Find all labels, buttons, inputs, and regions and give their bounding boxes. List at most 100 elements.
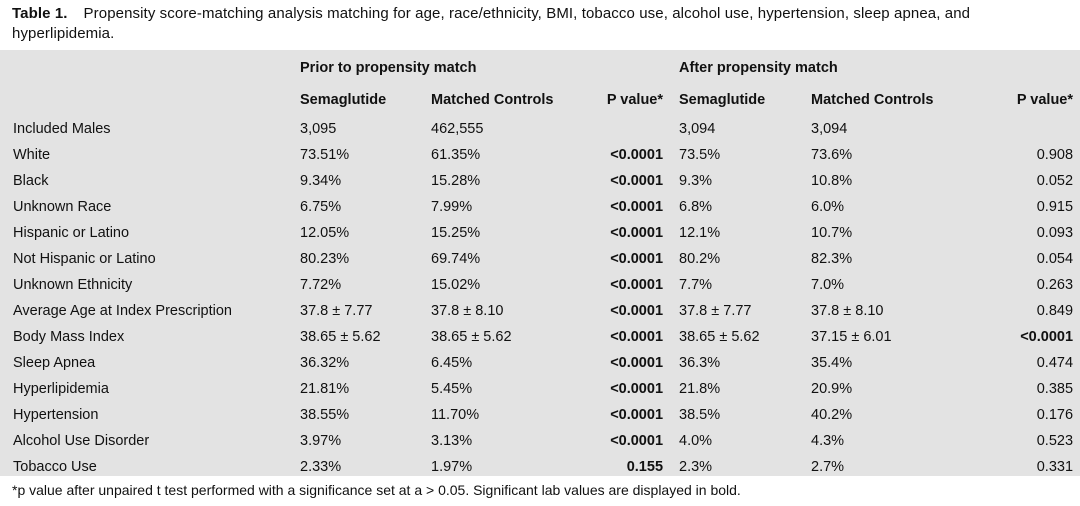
column-header-row: Semaglutide Matched Controls P value* Se… [0,84,1080,116]
after-matched-controls-cell: 7.0% [811,277,845,293]
prior-p-value-cell: <0.0001 [610,381,664,397]
prior-p-value-cell: <0.0001 [610,303,664,319]
row-label: Unknown Ethnicity [13,277,133,293]
column-header-prior-p-value: P value* [606,92,664,108]
after-semaglutide-cell: 4.0% [679,433,713,449]
prior-matched-controls-cell: 7.99% [431,199,473,215]
table-row: Hispanic or Latino 12.05% 15.25% <0.0001 12.… [0,220,1080,246]
prior-semaglutide-cell: 3.97% [300,433,342,449]
prior-p-value-cell: <0.0001 [610,225,664,241]
prior-matched-controls-cell: 1.97% [431,459,473,475]
prior-semaglutide-cell: 37.8 ± 7.77 [300,303,373,319]
after-matched-controls-cell: 6.0% [811,199,845,215]
after-semaglutide-cell: 36.3% [679,355,721,371]
after-matched-controls-cell: 73.6% [811,147,853,163]
after-semaglutide-cell: 3,094 [679,121,716,137]
prior-semaglutide-cell: 3,095 [300,121,337,137]
group-header-blank [0,50,300,84]
column-header-prior-semaglutide: Semaglutide [300,92,387,108]
after-p-value-cell: 0.849 [1036,303,1074,319]
row-label: Hyperlipidemia [13,381,109,397]
after-p-value-cell: 0.054 [1036,251,1074,267]
after-semaglutide-cell: 80.2% [679,251,721,267]
prior-matched-controls-cell: 15.25% [431,225,481,241]
row-label: Alcohol Use Disorder [13,433,150,449]
table-row: Black 9.34% 15.28% <0.0001 9.3% 10.8% 0.052 [0,168,1080,194]
prior-semaglutide-cell: 2.33% [300,459,342,475]
after-p-value-cell: 0.176 [1036,407,1074,423]
table-caption: Table 1. Propensity score-matching analys… [12,4,1072,44]
prior-matched-controls-cell: 69.74% [431,251,481,267]
after-semaglutide-cell: 7.7% [679,277,713,293]
prior-semaglutide-cell: 38.55% [300,407,350,423]
prior-semaglutide-cell: 9.34% [300,173,342,189]
row-label: Hypertension [13,407,99,423]
after-matched-controls-cell: 2.7% [811,459,845,475]
results-table-container: Prior to propensity match After propensi… [0,50,1080,476]
after-semaglutide-cell: 21.8% [679,381,721,397]
column-header-after-semaglutide: Semaglutide [679,92,766,108]
prior-semaglutide-cell: 38.65 ± 5.62 [300,329,381,345]
prior-semaglutide-cell: 80.23% [300,251,350,267]
prior-semaglutide-cell: 21.81% [300,381,350,397]
prior-p-value-cell: <0.0001 [610,329,664,345]
prior-matched-controls-cell: 462,555 [431,121,484,137]
after-p-value-cell: 0.093 [1036,225,1074,241]
prior-matched-controls-cell: 15.02% [431,277,481,293]
row-label: Not Hispanic or Latino [13,251,156,267]
row-label: Tobacco Use [13,459,97,475]
after-p-value-cell: 0.523 [1036,433,1074,449]
after-p-value-cell: 0.474 [1036,355,1074,371]
row-label: Body Mass Index [13,329,125,345]
after-matched-controls-cell: 37.15 ± 6.01 [811,329,892,345]
table-row: Hyperlipidemia 21.81% 5.45% <0.0001 21.8% 20.… [0,376,1080,402]
table-row: Body Mass Index 38.65 ± 5.62 38.65 ± 5.62 <… [0,324,1080,350]
prior-p-value-cell: <0.0001 [610,251,664,267]
prior-semaglutide-cell: 36.32% [300,355,350,371]
after-matched-controls-cell: 4.3% [811,433,845,449]
row-label: White [13,147,51,163]
group-header-after: After propensity match [679,60,838,76]
prior-p-value-cell: <0.0001 [610,199,664,215]
after-matched-controls-cell: 37.8 ± 8.10 [811,303,884,319]
after-p-value-cell: 0.263 [1036,277,1074,293]
after-semaglutide-cell: 38.5% [679,407,721,423]
propensity-match-table: Prior to propensity match After propensi… [0,50,1080,480]
prior-semaglutide-cell: 12.05% [300,225,350,241]
table-row: Hypertension 38.55% 11.70% <0.0001 38.5% 40.2… [0,402,1080,428]
after-p-value-cell: 0.915 [1036,199,1074,215]
after-p-value-cell: <0.0001 [1020,329,1074,345]
prior-matched-controls-cell: 6.45% [431,355,473,371]
prior-p-value-cell: 0.155 [626,459,664,475]
after-semaglutide-cell: 12.1% [679,225,721,241]
prior-p-value-cell: <0.0001 [610,433,664,449]
prior-semaglutide-cell: 73.51% [300,147,350,163]
prior-p-value-cell: <0.0001 [610,407,664,423]
after-semaglutide-cell: 73.5% [679,147,721,163]
table-row: Included Males 3,095 462,555 3,094 3,094 [0,116,1080,142]
table-row: White 73.51% 61.35% <0.0001 73.5% 73.6% 0.908 [0,142,1080,168]
after-semaglutide-cell: 38.65 ± 5.62 [679,329,760,345]
prior-p-value-cell [564,116,679,142]
row-label: Hispanic or Latino [13,225,130,241]
table-caption-label: Table 1. [12,5,68,22]
after-matched-controls-cell: 3,094 [811,121,848,137]
after-semaglutide-cell: 37.8 ± 7.77 [679,303,752,319]
table-row: Unknown Ethnicity 7.72% 15.02% <0.0001 7.7% 7… [0,272,1080,298]
after-matched-controls-cell: 10.7% [811,225,853,241]
table-row: Not Hispanic or Latino 80.23% 69.74% <0.000… [0,246,1080,272]
row-label: Average Age at Index Prescription [13,303,232,319]
after-semaglutide-cell: 2.3% [679,459,713,475]
prior-semaglutide-cell: 7.72% [300,277,342,293]
column-header-after-p-value: P value* [1016,92,1074,108]
table-row: Unknown Race 6.75% 7.99% <0.0001 6.8% 6.0% 0.9… [0,194,1080,220]
row-label: Black [13,173,49,189]
row-label: Unknown Race [13,199,112,215]
table-row: Tobacco Use 2.33% 1.97% 0.155 2.3% 2.7% 0.331 [0,454,1080,480]
group-header-row: Prior to propensity match After propensi… [0,50,1080,84]
prior-matched-controls-cell: 15.28% [431,173,481,189]
prior-matched-controls-cell: 61.35% [431,147,481,163]
table-caption-text: Propensity score-matching analysis match… [12,5,971,42]
column-header-blank [0,84,300,116]
prior-matched-controls-cell: 3.13% [431,433,473,449]
